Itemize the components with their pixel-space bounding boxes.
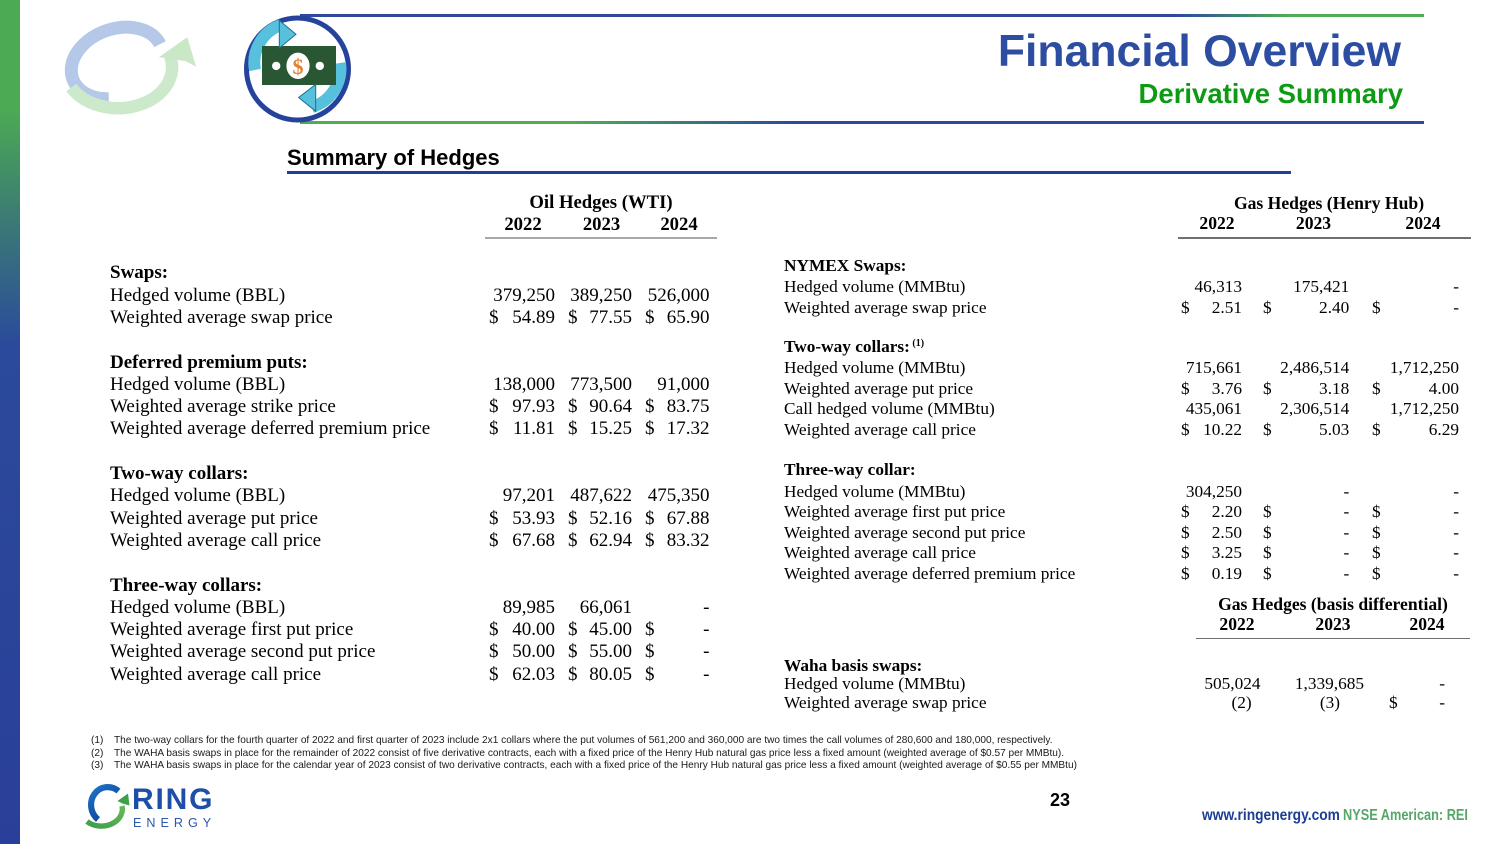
- svg-text:$: $: [293, 54, 304, 79]
